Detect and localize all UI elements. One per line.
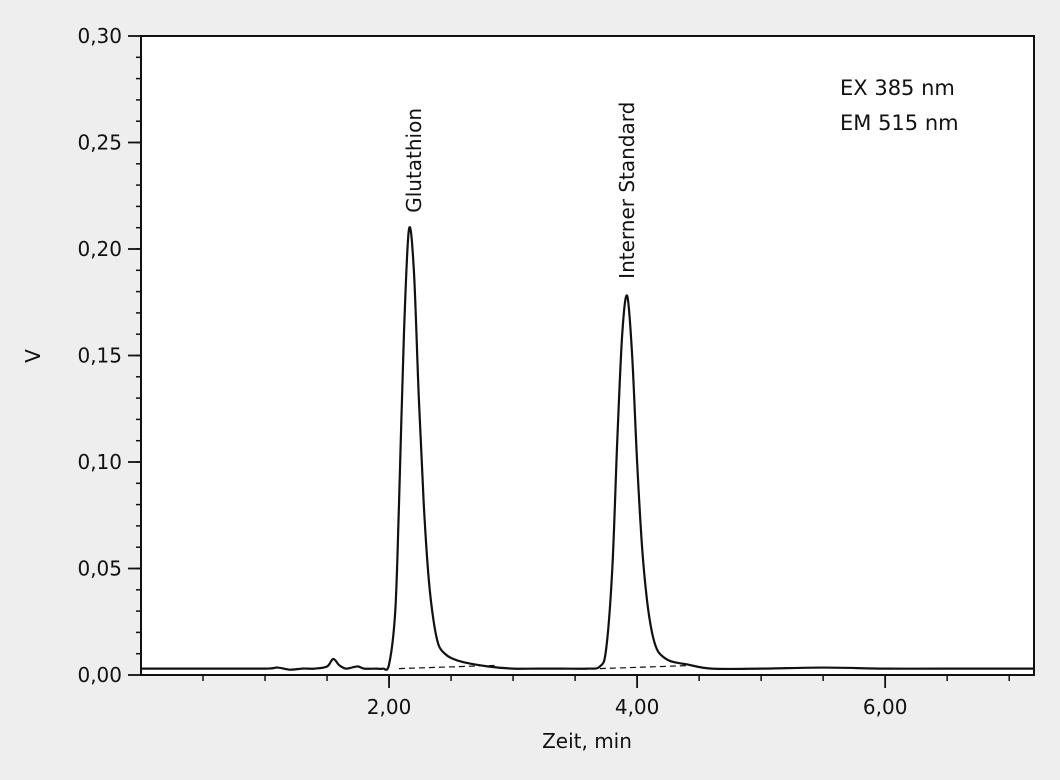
peak-label: Interner Standard [615,102,639,279]
peak-annotations: Glutathion Interner Standard [402,102,639,279]
y-tick-label: 0,25 [77,131,122,155]
y-tick-label: 0,20 [77,237,122,261]
x-tick-label: 6,00 [863,695,908,719]
series-layer [141,226,1035,671]
x-tick-label: 2,00 [367,695,412,719]
y-axis-label: V [21,349,45,363]
integration-baseline [599,664,693,670]
integration-baseline [398,664,495,670]
y-axis-ticks: 0,00 0,05 0,10 0,15 0,20 0,25 0,30 [77,24,141,687]
detector-em-label: EM 515 nm [840,111,959,135]
x-axis-ticks: 2,00 4,00 6,00 [367,675,908,719]
peak-label: Glutathion [402,108,426,213]
x-tick-label: 4,00 [615,695,660,719]
y-tick-label: 0,00 [77,663,122,687]
integration-baselines [398,664,693,670]
x-axis-label: Zeit, min [542,729,632,753]
y-tick-label: 0,30 [77,24,122,48]
chromatogram-trace [141,226,1035,671]
y-tick-label: 0,15 [77,344,122,368]
y-tick-label: 0,10 [77,450,122,474]
detector-ex-label: EX 385 nm [840,76,955,100]
plot-area [140,35,1035,676]
y-tick-label: 0,05 [77,557,122,581]
